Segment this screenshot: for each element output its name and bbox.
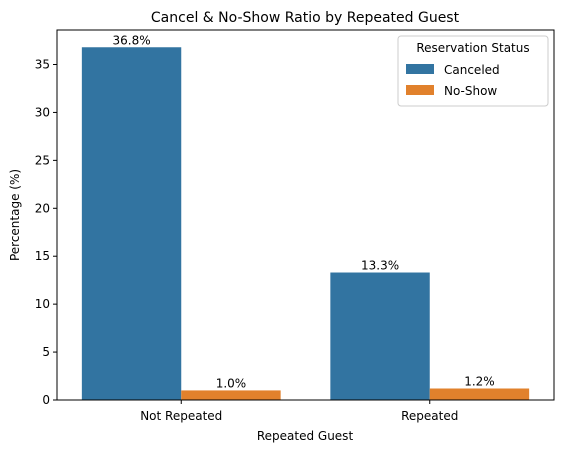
- data-label: 36.8%: [112, 33, 150, 47]
- y-tick-label: 10: [35, 297, 50, 311]
- y-axis-label: Percentage (%): [8, 169, 22, 261]
- bar: [429, 388, 530, 400]
- bar: [181, 390, 281, 400]
- x-tick-label: Not Repeated: [140, 409, 222, 423]
- y-tick-label: 15: [35, 249, 50, 263]
- x-tick-label: Repeated: [401, 409, 458, 423]
- y-tick-label: 20: [35, 201, 50, 215]
- legend-title: Reservation Status: [416, 41, 529, 55]
- plot-area: [81, 47, 530, 401]
- bar: [81, 47, 182, 401]
- y-tick-label: 35: [35, 58, 50, 72]
- legend-swatch: [406, 64, 434, 74]
- plot-frame: [56, 29, 555, 401]
- legend-entry-label: Canceled: [444, 63, 500, 77]
- legend-box: [397, 35, 549, 107]
- legend: Reservation Status Canceled No-Show: [397, 35, 549, 107]
- bar: [330, 272, 430, 400]
- y-tick-label: 25: [35, 153, 50, 167]
- x-axis-label: Repeated Guest: [257, 429, 354, 443]
- data-label: 1.0%: [216, 376, 247, 390]
- legend-entries: Canceled No-Show: [406, 63, 500, 98]
- data-label: 13.3%: [361, 259, 399, 273]
- chart-title: Cancel & No-Show Ratio by Repeated Guest: [151, 10, 460, 26]
- y-tick-label: 5: [42, 345, 50, 359]
- data-label: 1.2%: [464, 374, 495, 388]
- legend-entry-label: No-Show: [444, 84, 497, 98]
- legend-swatch: [406, 85, 434, 95]
- y-tick-label: 30: [35, 105, 50, 119]
- y-tick-label: 0: [42, 393, 50, 407]
